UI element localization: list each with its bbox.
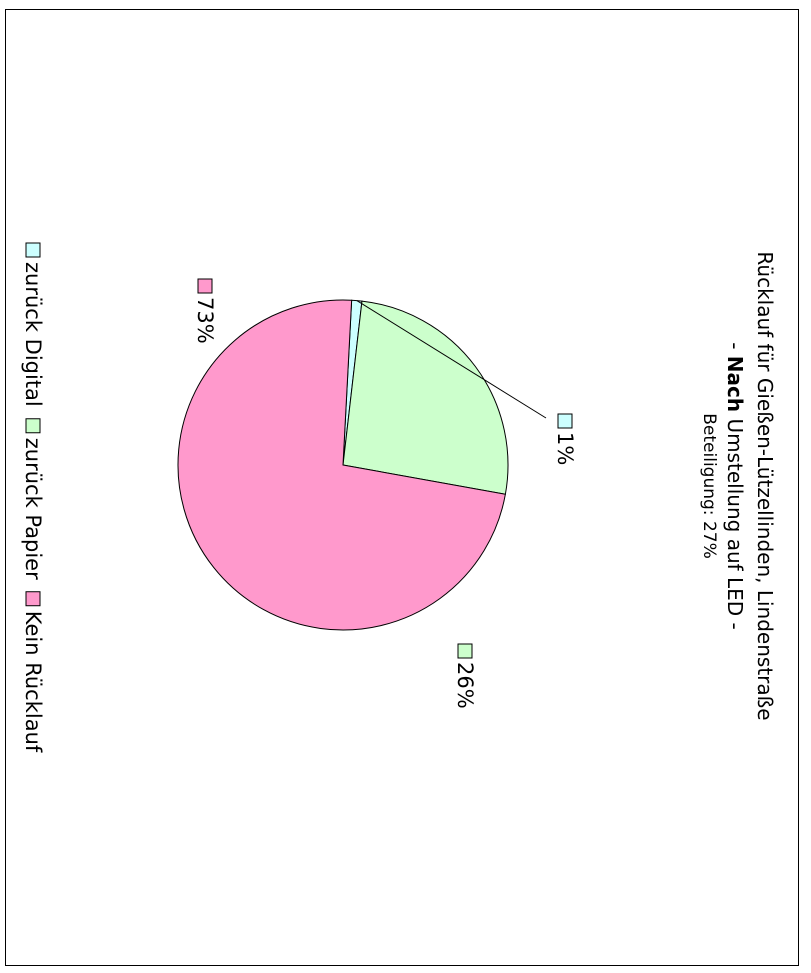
legend-swatch-kein-r-cklauf	[25, 591, 41, 607]
legend-label-kein-r-cklauf: Kein Rücklauf	[21, 611, 45, 753]
chart-title-line-2: - Nach Umstellung auf LED -	[723, 342, 747, 630]
chart-title: Rücklauf für Gießen-Lützellinden, Linden…	[699, 251, 777, 720]
leader-line-zur-ck-digital	[356, 300, 547, 419]
legend-label-zur-ck-papier: zurück Papier	[21, 438, 45, 580]
pie-slice-zur-ck-papier	[342, 300, 509, 495]
title-bold-word: Nach	[723, 356, 747, 412]
pie-slice-kein-r-cklauf	[177, 299, 506, 631]
legend: zurück Digital zurück Papier Kein Rücklauf	[21, 242, 45, 753]
data-label-kein-r-cklauf: 73%	[193, 297, 217, 344]
label-swatch-zur-ck-digital	[557, 413, 573, 429]
legend-label-zur-ck-digital: zurück Digital	[21, 262, 45, 407]
data-label-zur-ck-digital: 1%	[553, 432, 577, 465]
label-swatch-zur-ck-papier	[457, 643, 473, 659]
chart-title-line-1: Rücklauf für Gießen-Lützellinden, Linden…	[753, 251, 777, 720]
data-label-zur-ck-papier: 26%	[453, 662, 477, 709]
pie-slices	[177, 299, 509, 631]
label-swatch-kein-r-cklauf	[197, 278, 213, 294]
chart-subtitle: Beteiligung: 27%	[699, 413, 719, 558]
title-prefix: -	[723, 342, 747, 349]
title-rest: Umstellung auf LED -	[723, 418, 747, 629]
legend-swatch-zur-ck-digital	[25, 242, 41, 258]
slice-labels: 1% 26% 73%	[193, 278, 577, 709]
legend-swatch-zur-ck-papier	[25, 418, 41, 434]
